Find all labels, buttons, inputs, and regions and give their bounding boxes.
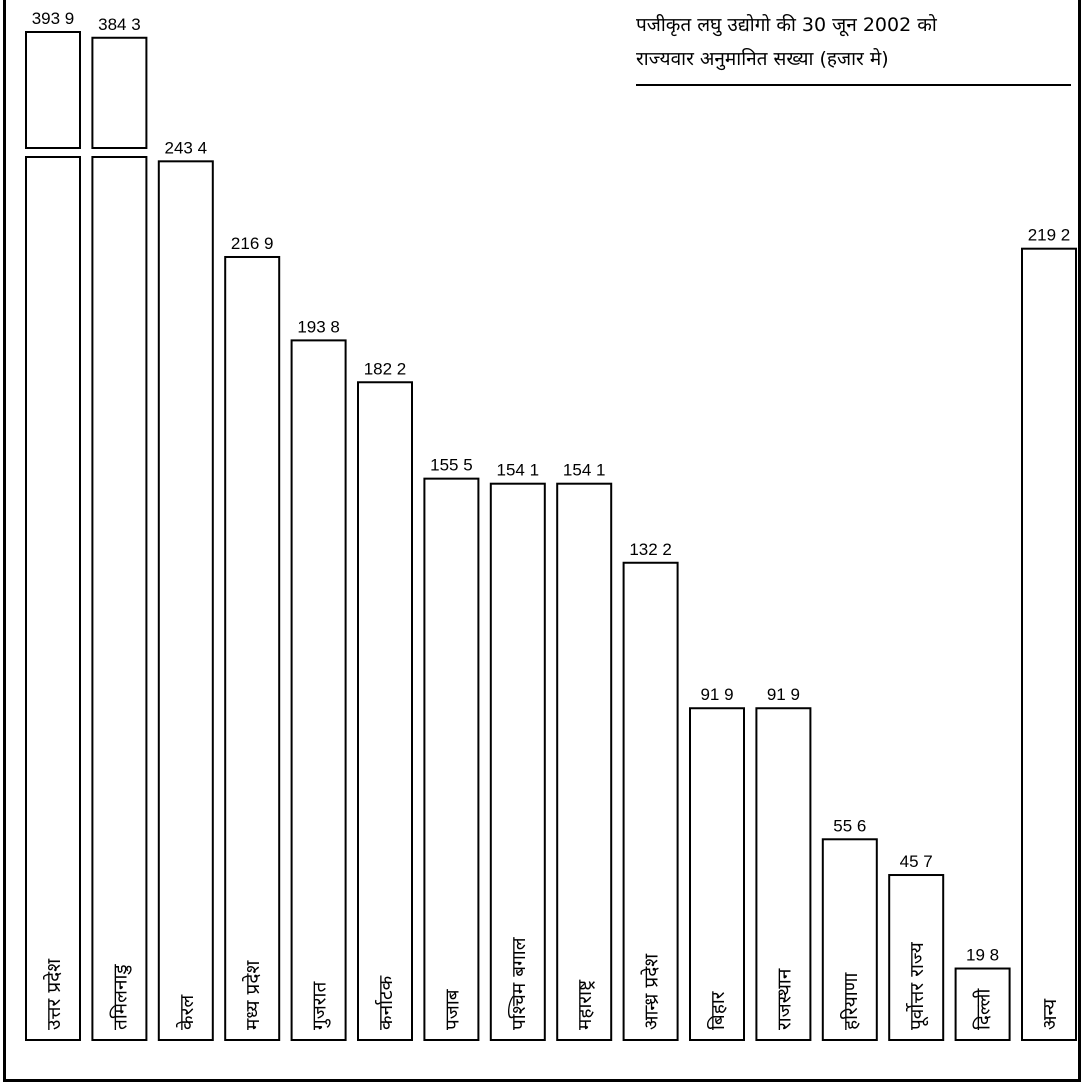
category-label: आन्ध्र प्रदेश [640,953,663,1030]
value-label: 216 9 [231,234,274,253]
bar [755,707,812,1042]
bar-group-4: 193 8 गुजरात [290,317,347,1041]
chart-title: पजीकृत लघु उद्योगो की 30 जून 2002 को राज… [636,8,1071,86]
value-label: 19 8 [966,946,999,965]
category-label: तमिलनाडु [108,964,132,1030]
bar [556,482,613,1042]
bar-group-7: 154 1 पश्चिम बगाल [489,461,546,1042]
bar-group-14: 19 8 दिल्ली [954,946,1011,1041]
category-label: दिल्ली [972,988,995,1030]
value-label: 154 1 [497,461,540,480]
category-label: बिहार [706,990,729,1030]
bar [821,838,878,1041]
value-label: 154 1 [563,461,606,480]
bar-upper-segment [25,31,81,149]
category-label: उत्तर प्रदेश [42,958,65,1030]
value-label: 219 2 [1028,226,1071,245]
value-label: 55 6 [833,816,866,835]
bar [357,381,413,1041]
bar-upper-segment [91,36,148,149]
bar [290,339,347,1041]
category-label: मध्य प्रदेश [241,960,264,1030]
bar-group-10: 91 9 बिहार [689,685,745,1042]
bar [622,561,679,1041]
bar-group-2: 243 4 केरल [157,138,214,1042]
bar [25,156,81,1041]
bar [689,707,745,1042]
chart-title-line-2: राज्यवार अनुमानित सख्या (हजार मे) [636,48,889,70]
category-label: पूर्वोत्तर राज्य [905,941,929,1030]
chart-frame [3,0,1081,1082]
category-label: केरल [175,994,198,1030]
value-label: 182 2 [364,359,407,378]
value-label: 193 8 [297,317,340,336]
chart-title-line-1: पजीकृत लघु उद्योगो की 30 जून 2002 को [636,14,937,36]
bar [489,482,546,1042]
bar-group-1: 384 3 तमिलनाडु [91,15,148,1041]
value-label: 155 5 [430,456,473,475]
bar-group-13: 45 7 पूर्वोत्तर राज्य [888,852,945,1042]
bar-group-11: 91 9 राजस्थान [755,685,812,1042]
bar [1021,247,1077,1042]
bar-group-8: 154 1 महाराष्ट्र [556,461,613,1042]
bar [224,255,281,1041]
category-label: पश्चिम बगाल [507,936,530,1030]
value-label: 384 3 [98,15,141,34]
value-label: 243 4 [165,138,208,157]
value-label: 132 2 [629,540,672,559]
value-label: 393 9 [32,9,75,28]
category-label: राजस्थान [773,968,795,1030]
value-label: 91 9 [700,685,733,704]
category-label: हरियाणा [839,972,862,1030]
bar [954,967,1011,1041]
bar [157,160,214,1042]
bar-group-3: 216 9 मध्य प्रदेश [224,234,281,1041]
bar-group-12: 55 6 हरियाणा [821,816,878,1041]
category-label: अन्य [1039,998,1061,1030]
bar [91,156,148,1041]
bar-group-5: 182 2 कर्नाटक [357,359,413,1041]
category-label: कर्नाटक [374,975,397,1030]
category-label: गुजरात [309,981,332,1030]
bar-group-6: 155 5 पजाब [423,456,480,1041]
value-label: 91 9 [767,685,800,704]
value-label: 45 7 [900,852,933,871]
category-label: पजाब [441,988,463,1030]
bar [888,874,945,1042]
bar-group-15: 219 2 अन्य [1021,226,1077,1042]
category-label: महाराष्ट्र [574,979,596,1030]
bar-group-9: 132 2 आन्ध्र प्रदेश [622,540,679,1041]
bar [423,477,480,1041]
bar-group-0: 393 9 उत्तर प्रदेश [25,9,81,1041]
